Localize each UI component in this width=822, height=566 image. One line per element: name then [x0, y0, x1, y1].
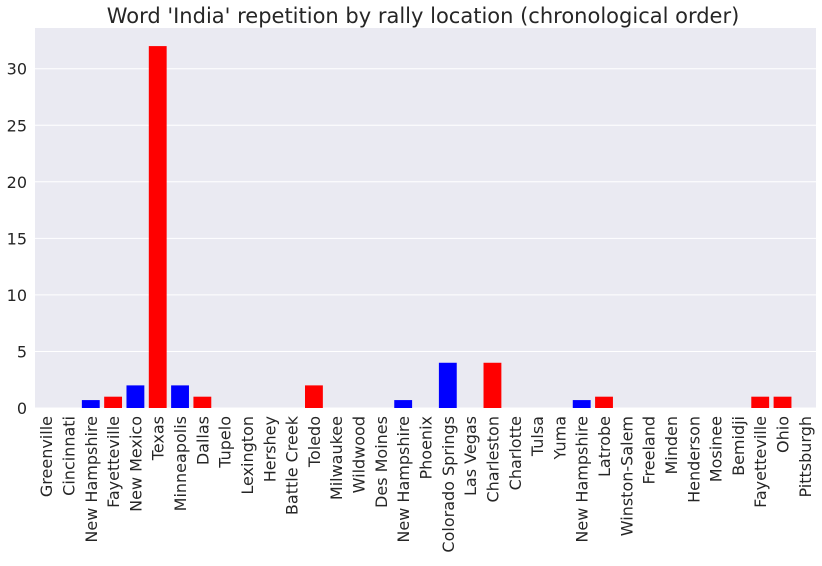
bar: [193, 396, 212, 408]
x-tick-label: Yuma: [550, 416, 569, 460]
x-tick-label: Cincinnati: [59, 416, 78, 496]
bar: [394, 400, 413, 408]
x-tick-label: Wildwood: [350, 416, 369, 493]
bar: [572, 400, 591, 408]
bar: [773, 396, 792, 408]
x-tick-label: Bemidji: [729, 416, 748, 476]
y-tick-label: 5: [17, 342, 27, 361]
bar: [81, 400, 100, 408]
y-tick-label: 20: [7, 173, 27, 192]
y-tick-label: 0: [17, 399, 27, 418]
x-tick-label: Minneapolis: [171, 416, 190, 511]
x-tick-label: Henderson: [684, 416, 703, 503]
x-tick-label: Phoenix: [417, 416, 436, 479]
x-tick-label: Dallas: [193, 416, 212, 465]
bar: [483, 362, 502, 408]
x-tick-label: Hershey: [260, 416, 279, 482]
x-tick-label: Texas: [149, 416, 168, 461]
y-tick-label: 30: [7, 60, 27, 79]
x-tick-label: Colorado Springs: [439, 416, 458, 553]
x-tick-label: Charleston: [483, 416, 502, 503]
bar: [148, 46, 167, 408]
x-tick-labels: Greenville Cincinnati New Hampshire Fayette…: [37, 415, 815, 552]
x-tick-label: New Hampshire: [394, 416, 413, 543]
x-tick-label: Minden: [662, 416, 681, 475]
chart-title: Word 'India' repetition by rally locatio…: [107, 4, 740, 28]
x-tick-label: Des Moines: [372, 416, 391, 508]
bar: [751, 396, 770, 408]
x-tick-label: Latrobe: [595, 416, 614, 477]
x-tick-label: New Hampshire: [82, 416, 101, 543]
bar: [126, 385, 145, 408]
x-tick-label: Winston-Salem: [617, 416, 636, 536]
bar: [104, 396, 123, 408]
x-tick-label: Pittsburgh: [796, 416, 815, 498]
x-tick-label: Milwaukee: [327, 416, 346, 500]
y-tick-labels: 0 5 10 15 20 25 30: [7, 60, 27, 418]
x-tick-label: New Hampshire: [573, 416, 592, 543]
x-tick-label: Tupelo: [216, 416, 235, 469]
x-tick-label: Fayetteville: [104, 416, 123, 508]
x-tick-label: Mosinee: [707, 416, 726, 482]
x-tick-label: Battle Creek: [283, 415, 302, 515]
x-tick-label: Tulsa: [528, 416, 547, 457]
x-tick-label: Lexington: [238, 416, 257, 495]
bar: [595, 396, 613, 408]
y-tick-label: 15: [7, 229, 27, 248]
bar: [305, 385, 323, 408]
x-tick-label: Las Vegas: [461, 416, 480, 496]
x-tick-label: Greenville: [37, 416, 56, 497]
x-tick-label: Ohio: [774, 416, 793, 453]
y-tick-label: 25: [7, 116, 27, 135]
x-tick-label: Fayetteville: [751, 416, 770, 508]
y-tick-label: 10: [7, 286, 27, 305]
x-tick-label: New Mexico: [126, 416, 145, 512]
x-tick-label: Freeland: [640, 416, 659, 485]
bars: [81, 46, 792, 408]
bar: [171, 385, 189, 408]
bar: [438, 362, 457, 408]
x-tick-label: Charlotte: [506, 416, 525, 490]
x-tick-label: Toledo: [305, 416, 324, 468]
